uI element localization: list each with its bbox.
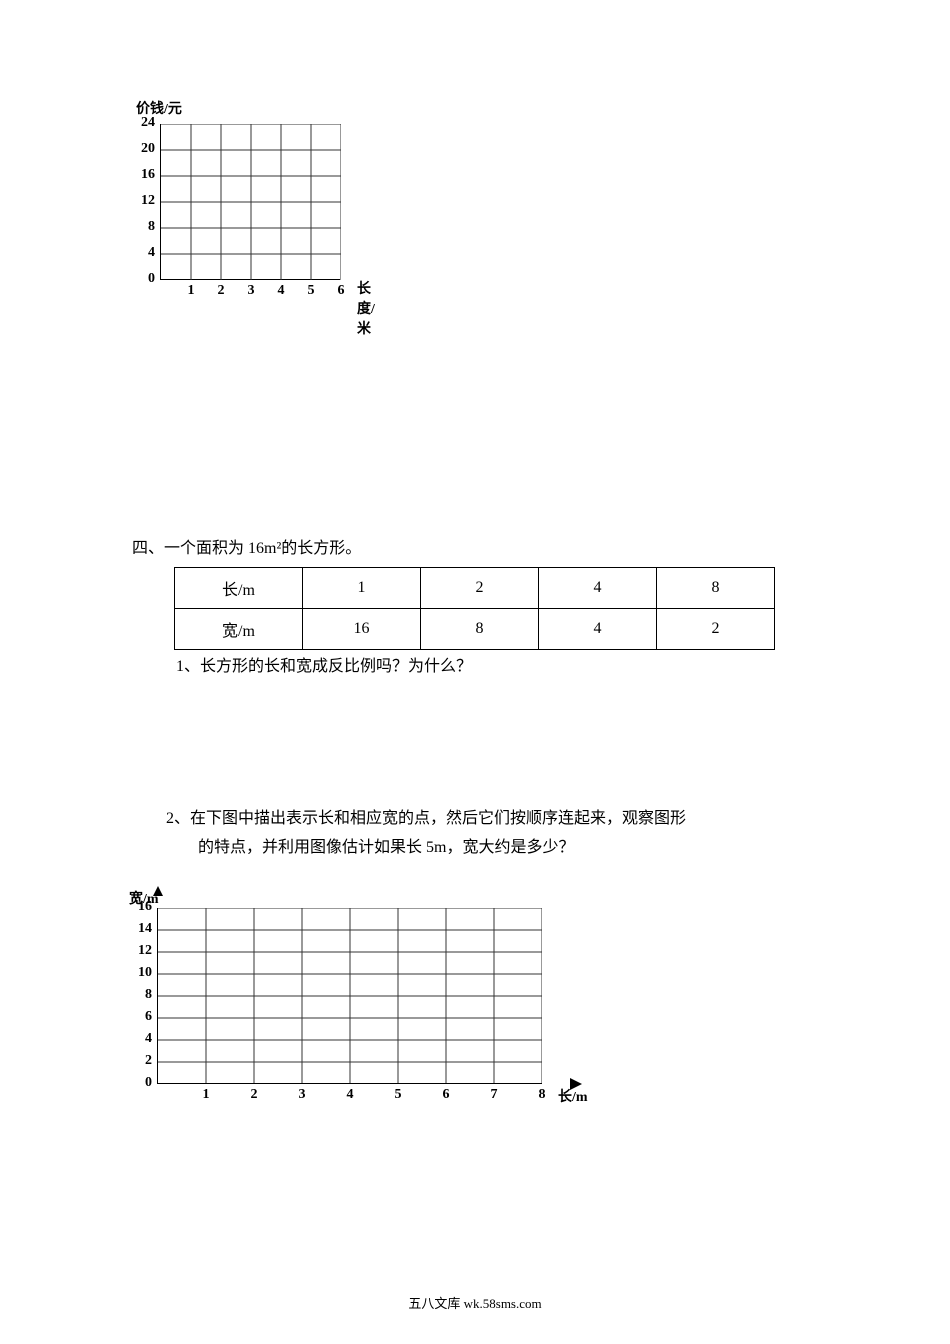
question-2: 2、在下图中描出表示长和相应宽的点，然后它们按顺序连起来，观察图形 的特点，并利…: [166, 805, 826, 863]
table-cell: 8: [421, 609, 539, 650]
table-cell: 8: [657, 568, 775, 609]
chart2-xtick: 3: [299, 1083, 306, 1103]
question-2-line2: 的特点，并利用图像估计如果长 5m，宽大约是多少？: [166, 834, 574, 863]
chart1-gridlines: [161, 124, 341, 280]
chart-width-length: 宽/m 16: [157, 892, 541, 1084]
chart2-xtick: 5: [395, 1083, 402, 1103]
table-cell: 4: [539, 568, 657, 609]
chart2-ytick: 8: [145, 987, 158, 1003]
chart2-gridlines: [158, 908, 542, 1084]
table-cell: 2: [657, 609, 775, 650]
chart2-xtick: 1: [203, 1083, 210, 1103]
chart2-xtick: 6: [443, 1083, 450, 1103]
table-cell-rowlabel: 宽/m: [175, 609, 303, 650]
table-cell-rowlabel: 长/m: [175, 568, 303, 609]
chart-price-length: 价钱/元 24 20 16 12 8 4 0 1 2: [160, 100, 340, 280]
chart1-xtick: 6: [338, 279, 345, 299]
table-cell: 1: [303, 568, 421, 609]
table-cell: 16: [303, 609, 421, 650]
table-row: 长/m 1 2 4 8: [175, 568, 775, 609]
chart1-xtick: 5: [308, 279, 315, 299]
question-2-line1: 2、在下图中描出表示长和相应宽的点，然后它们按顺序连起来，观察图形: [166, 810, 686, 827]
chart1-ytick: 0: [148, 271, 161, 287]
question-1: 1、长方形的长和宽成反比例吗？为什么？: [176, 653, 472, 682]
chart2-ytick: 6: [145, 1009, 158, 1025]
chart1-xtick: 1: [188, 279, 195, 299]
y-arrow-icon: [153, 886, 163, 898]
rectangle-table: 长/m 1 2 4 8 宽/m 16 8 4 2: [174, 567, 775, 650]
chart2-xtick: 7: [491, 1083, 498, 1103]
chart2-xtick: 8: [539, 1083, 546, 1103]
table-cell: 4: [539, 609, 657, 650]
chart1-xtick: 4: [278, 279, 285, 299]
chart1-ytick: 20: [141, 141, 161, 157]
chart2-grid: 16 14 12 10 8 6 4 2 0 1 2 3 4 5 6 7 8 长/…: [157, 908, 541, 1084]
chart1-ytick: 16: [141, 167, 161, 183]
chart2-ytick: 10: [138, 965, 158, 981]
chart2-ytick: 16: [138, 899, 158, 915]
chart2-ytick: 14: [138, 921, 158, 937]
chart1-ytick: 8: [148, 219, 161, 235]
chart2-x-label: 长/m: [558, 1086, 588, 1106]
footer-text: 五八文库 wk.58sms.com: [408, 1293, 541, 1312]
table-cell: 2: [421, 568, 539, 609]
chart2-ytick: 4: [145, 1031, 158, 1047]
chart1-grid: 24 20 16 12 8 4 0 1 2 3 4 5 6 长度/米: [160, 124, 340, 280]
chart2-ytick: 12: [138, 943, 158, 959]
section4-heading: 四、一个面积为 16m²的长方形。: [132, 534, 361, 558]
chart2-ytick: 2: [145, 1053, 158, 1069]
chart1-x-label: 长度/米: [357, 278, 375, 338]
table-row: 宽/m 16 8 4 2: [175, 609, 775, 650]
chart1-ytick: 12: [141, 193, 161, 209]
chart2-xtick: 2: [251, 1083, 258, 1103]
chart1-ytick: 4: [148, 245, 161, 261]
chart1-xtick: 3: [248, 279, 255, 299]
chart1-xtick: 2: [218, 279, 225, 299]
chart1-ytick: 24: [141, 115, 161, 131]
chart2-ytick: 0: [145, 1075, 158, 1091]
chart2-xtick: 4: [347, 1083, 354, 1103]
